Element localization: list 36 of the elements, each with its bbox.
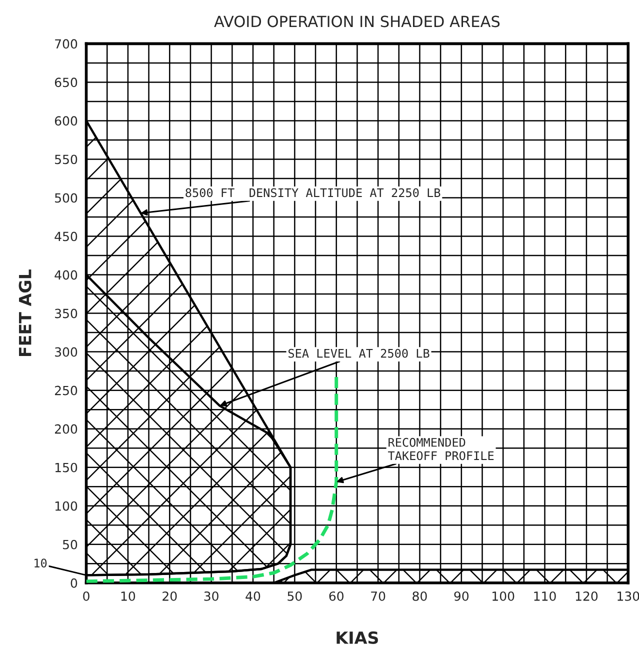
y-tick-label: 500 (55, 193, 78, 203)
y-tick-label: 350 (55, 308, 78, 318)
annotation: 10 (34, 558, 47, 568)
x-tick-label: 60 (329, 591, 344, 601)
x-tick-label: 100 (492, 591, 514, 601)
chart-title: AVOID OPERATION IN SHADED AREAS (214, 16, 500, 28)
x-tick-label: 10 (121, 591, 136, 601)
y-tick-label: 200 (54, 424, 78, 434)
y-tick-label: 50 (62, 540, 78, 550)
y-tick-label: 700 (55, 39, 78, 49)
x-tick-label: 0 (83, 591, 90, 601)
y-tick-label: 450 (54, 232, 78, 242)
x-tick-label: 50 (288, 591, 302, 601)
y-tick-label: 0 (70, 578, 78, 588)
x-tick-label: 70 (371, 591, 386, 601)
y-tick-label: 250 (54, 386, 78, 396)
x-tick-label: 130 (618, 591, 639, 601)
y-tick-label: 300 (55, 347, 78, 357)
annotation: SEA LEVEL AT 2500 LB (288, 348, 430, 358)
annotation: 8500 FT DENSITY ALTITUDE AT 2250 LB (186, 188, 440, 198)
y-tick-label: 600 (54, 116, 78, 126)
x-tick-label: 120 (576, 591, 598, 601)
x-tick-label: 80 (412, 591, 427, 601)
x-tick-label: 110 (534, 591, 556, 601)
y-tick-label: 100 (55, 501, 78, 511)
y-tick-label: 400 (54, 270, 78, 280)
x-tick-label: 90 (454, 591, 469, 601)
y-tick-label: 650 (54, 78, 78, 88)
x-tick-label: 20 (162, 591, 177, 601)
y-tick-label: 550 (55, 154, 78, 164)
y-axis-title: FEET AGL (18, 269, 32, 356)
y-tick-label: 150 (55, 462, 78, 472)
x-tick-label: 30 (204, 591, 218, 601)
x-axis-title: KIAS (336, 631, 378, 644)
annotation: RECOMMENDED TAKEOFF PROFILE (388, 438, 494, 460)
x-tick-label: 40 (246, 591, 260, 601)
